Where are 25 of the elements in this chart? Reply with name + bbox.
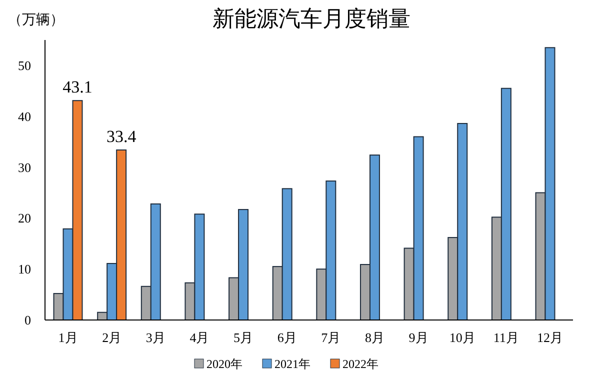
- y-tick-label: 20: [18, 210, 31, 226]
- x-tick-label: 2月: [102, 330, 122, 345]
- legend-label: 2022年: [342, 357, 378, 371]
- x-tick-label: 6月: [277, 330, 297, 345]
- data-label: 43.1: [62, 78, 92, 97]
- x-tick-label: 7月: [321, 330, 341, 345]
- x-tick-label: 12月: [536, 330, 563, 345]
- legend-label: 2020年: [206, 357, 242, 371]
- x-tick-label: 8月: [364, 330, 384, 345]
- y-tick-label: 0: [24, 312, 31, 328]
- x-tick-label: 3月: [146, 330, 166, 345]
- x-tick-label: 10月: [449, 330, 476, 345]
- y-axis-title: （万辆）: [8, 12, 64, 28]
- x-tick-label: 4月: [190, 330, 210, 345]
- y-tick-label: 10: [18, 262, 31, 277]
- x-tick-label: 5月: [234, 330, 254, 345]
- y-tick-label: 30: [18, 160, 31, 175]
- legend-label: 2021年: [274, 357, 310, 371]
- x-tick-label: 9月: [408, 330, 428, 345]
- y-tick-label: 40: [18, 108, 31, 124]
- y-tick-label: 50: [18, 58, 31, 74]
- data-label: 33.4: [106, 126, 137, 146]
- x-tick-label: 1月: [58, 330, 78, 345]
- x-tick-label: 11月: [493, 330, 519, 345]
- chart-title: 新能源汽车月度销量: [212, 6, 410, 31]
